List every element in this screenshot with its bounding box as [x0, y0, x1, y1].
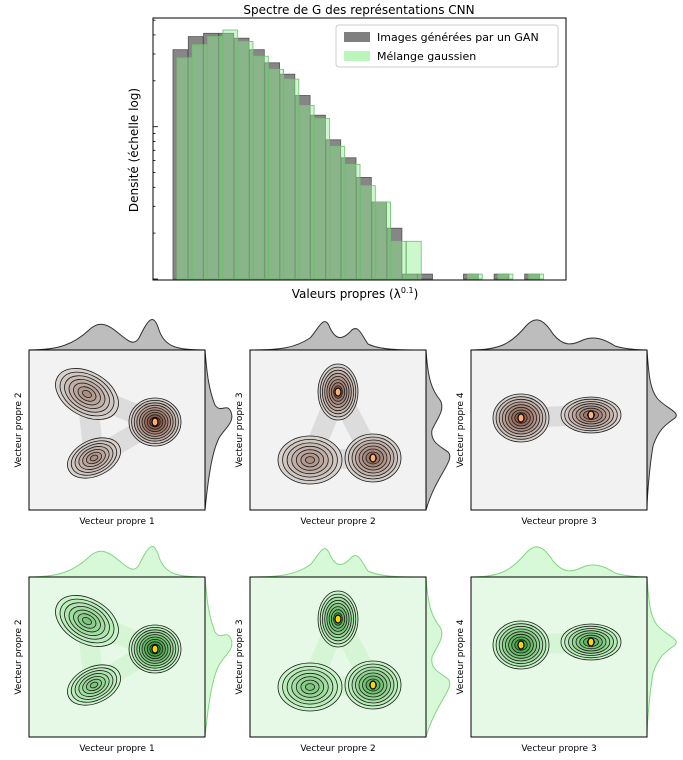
contour-peak	[334, 614, 342, 624]
top-marginal-density	[28, 319, 206, 351]
contour-y-axis-label: Vecteur propre 4	[456, 619, 466, 695]
contour-x-axis-label: Vecteur propre 2	[300, 517, 375, 527]
contour-panel: Vecteur propre 3 Vecteur propre 4	[456, 546, 677, 754]
contour-peak	[517, 413, 525, 423]
contour-x-axis-label: Vecteur propre 3	[521, 744, 596, 754]
histogram-bar	[253, 55, 269, 280]
contour-x-axis-label: Vecteur propre 1	[79, 517, 154, 527]
histogram-bar	[268, 68, 284, 280]
histogram-bar	[360, 185, 376, 280]
histogram-bar	[417, 273, 433, 280]
contour-level	[89, 454, 99, 462]
right-marginal-density	[425, 349, 451, 511]
histogram-bar	[467, 273, 483, 280]
top-marginal-density	[470, 546, 648, 578]
contour-level	[82, 616, 92, 626]
histogram-frame	[152, 17, 567, 281]
right-marginal-density	[425, 576, 451, 738]
contour-y-axis-label: Vecteur propre 3	[235, 392, 245, 467]
legend-box	[335, 24, 559, 68]
top-marginal-density	[470, 319, 648, 351]
contour-level	[304, 456, 315, 464]
contour-peak	[151, 644, 159, 654]
contour-peak	[334, 387, 342, 397]
right-marginal-density	[204, 576, 233, 738]
contour-y-axis-label: Vecteur propre 2	[14, 392, 24, 467]
histogram-title: Spectre de G des représentations CNN	[243, 3, 474, 17]
contour-panel: Vecteur propre 3 Vecteur propre 4	[456, 319, 677, 527]
right-marginal-density	[204, 349, 233, 511]
contour-level	[304, 683, 315, 691]
histogram-bars	[172, 29, 544, 280]
histogram-bar	[283, 78, 300, 280]
histogram-bar	[191, 44, 208, 280]
histogram-y-axis-label: Densité (échelle log)	[127, 88, 141, 212]
contour-peak	[369, 680, 377, 690]
legend-swatch-gmm	[344, 51, 370, 61]
histogram-bar	[375, 201, 391, 280]
histogram-bar	[176, 57, 193, 280]
contour-peak	[587, 637, 595, 647]
histogram-bar	[497, 273, 514, 280]
contour-y-axis-label: Vecteur propre 4	[456, 392, 466, 468]
contour-x-axis-label: Vecteur propre 1	[79, 744, 154, 754]
right-marginal-density	[646, 349, 677, 511]
contour-y-axis-label: Vecteur propre 3	[235, 619, 245, 694]
right-marginal-density	[646, 576, 677, 738]
legend-label-gmm: Mélange gaussien	[377, 50, 476, 63]
histogram-x-axis-label: Valeurs propres (λ0.1)	[292, 286, 419, 301]
histogram-bar	[314, 118, 330, 280]
histogram-bar	[344, 163, 361, 280]
legend-swatch-gan	[344, 32, 370, 42]
contour-peak	[151, 417, 159, 427]
histogram-bar	[528, 273, 544, 280]
histogram-bar	[298, 105, 315, 280]
top-marginal-density	[249, 548, 427, 578]
legend-label-gan: Images générées par un GAN	[377, 31, 539, 44]
contour-level	[89, 681, 99, 689]
histogram-bar	[405, 240, 422, 280]
contour-x-axis-label: Vecteur propre 2	[300, 744, 375, 754]
histogram-bar	[237, 41, 254, 280]
histogram-legend: Images générées par un GAN Mélange gauss…	[335, 24, 559, 68]
top-marginal-density	[249, 321, 427, 351]
histogram-y-ticks	[153, 19, 158, 280]
histogram-bar	[390, 240, 407, 280]
contour-panel: Vecteur propre 2 Vecteur propre 3	[235, 321, 451, 527]
contour-x-axis-label: Vecteur propre 3	[521, 517, 596, 527]
contour-peak	[369, 453, 377, 463]
top-marginal-density	[28, 546, 206, 578]
histogram-chart: Spectre de G des représentations CNN Den…	[127, 3, 567, 301]
histogram-bar	[222, 29, 239, 280]
histogram-bar	[207, 36, 223, 280]
histogram-bar	[329, 145, 346, 280]
contour-peak	[517, 640, 525, 650]
contour-y-axis-label: Vecteur propre 2	[14, 619, 24, 694]
contour-panel: Vecteur propre 1 Vecteur propre 2	[14, 546, 233, 754]
contour-level	[82, 389, 92, 399]
contour-panel: Vecteur propre 1 Vecteur propre 2	[14, 319, 233, 527]
contour-panel: Vecteur propre 2 Vecteur propre 3	[235, 548, 451, 754]
contour-peak	[587, 410, 595, 420]
